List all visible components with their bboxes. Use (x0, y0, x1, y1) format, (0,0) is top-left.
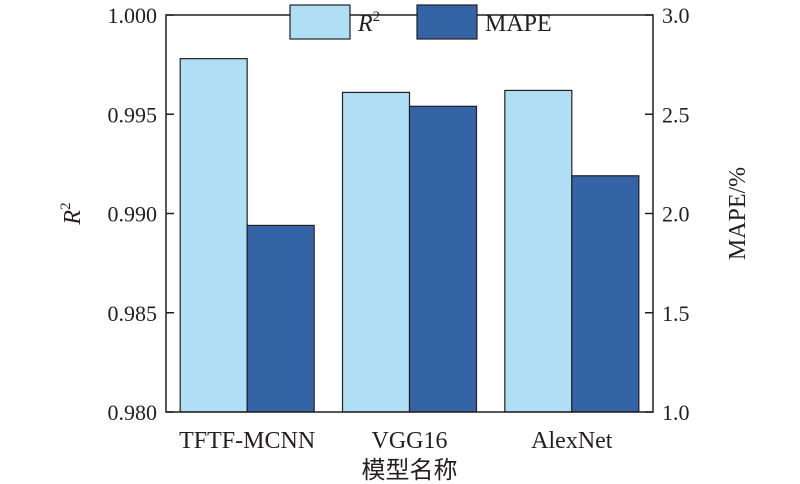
bar-r2-alexnet (504, 89, 573, 413)
left-tick-label: 0.995 (108, 102, 158, 127)
axes: TFTF-MCNN VGG16 AlexNet 0.980 0.985 0.990 0.99… (58, 3, 751, 484)
bar-mape-alexnet (571, 175, 640, 413)
y-axis-label-right: MAPE/% (725, 167, 751, 260)
legend-label-r2: R2 (357, 9, 380, 37)
legend-swatch-r2 (289, 4, 351, 40)
legend-swatch-mape (416, 4, 478, 40)
x-tick-label: AlexNet (531, 428, 613, 454)
left-tick-label: 0.980 (108, 400, 158, 425)
bars (179, 58, 640, 413)
left-tick-label: 0.985 (108, 301, 158, 326)
right-tick-label: 1.5 (662, 301, 690, 326)
legend-label-mape: MAPE (485, 11, 552, 37)
left-tick-label: 0.990 (108, 202, 158, 227)
right-tick-label: 1.0 (662, 400, 690, 425)
bar-mape-tftf-mcnn (246, 224, 315, 413)
y-axis-label-left: R2 (58, 202, 86, 225)
x-tick-label: VGG16 (372, 428, 448, 454)
x-tick-label: TFTF-MCNN (179, 428, 315, 454)
legend: R2 MAPE (289, 4, 552, 40)
right-tick-label: 2.5 (662, 102, 690, 127)
left-tick-label: 1.000 (108, 3, 158, 28)
right-tick-label: 3.0 (662, 3, 690, 28)
bar-r2-vgg16 (341, 91, 411, 413)
x-axis-title: 模型名称 (362, 457, 458, 484)
right-tick-label: 2.0 (662, 202, 690, 227)
bar-r2-tftf-mcnn (179, 58, 248, 413)
bar-mape-vgg16 (408, 105, 478, 413)
